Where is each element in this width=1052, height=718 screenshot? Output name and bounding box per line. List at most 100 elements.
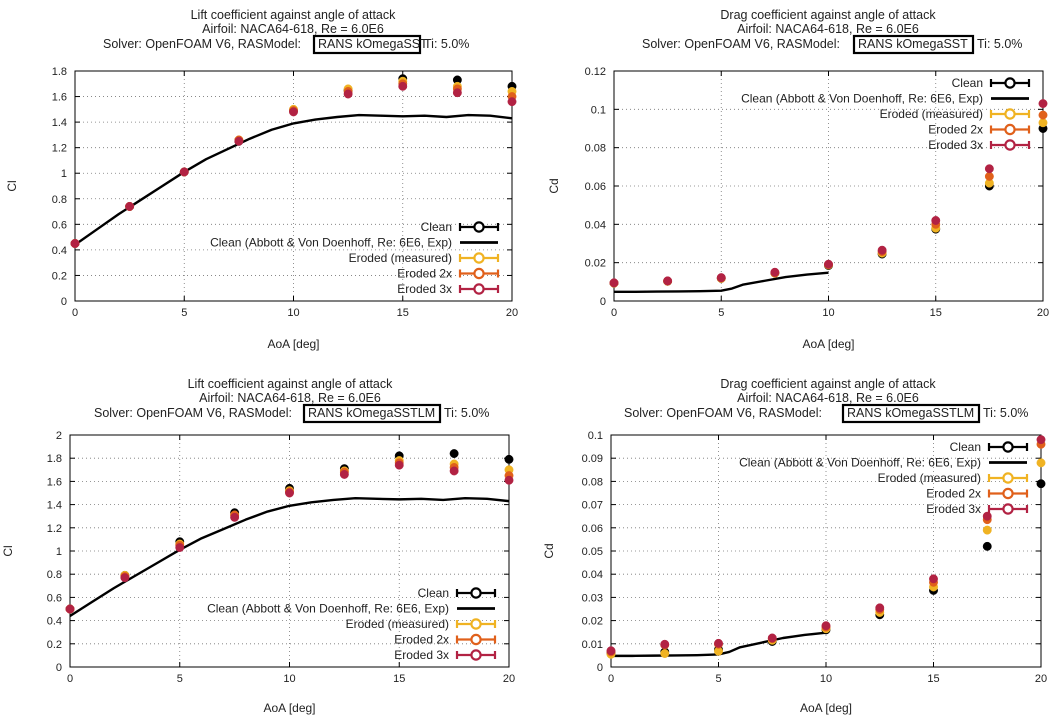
data-point <box>984 164 994 174</box>
x-tick-label: 15 <box>927 673 939 685</box>
legend-marker <box>470 587 482 599</box>
legend-entry-eroded-3x: Eroded 3x <box>926 502 1029 516</box>
series-line <box>74 113 513 246</box>
data-point <box>931 216 941 225</box>
data-point <box>1036 479 1046 489</box>
model-highlight-box <box>841 403 981 424</box>
y-tick-label: 0 <box>56 662 62 674</box>
x-tick-label: 20 <box>506 307 518 319</box>
legend-marker <box>1004 108 1016 120</box>
solver-model: RANS kOmegaSSTLM <box>847 406 974 420</box>
series-eroded-3x <box>65 460 514 614</box>
x-tick-label: 10 <box>287 307 299 319</box>
legend-label: Clean <box>418 586 449 600</box>
legend-entry-eroded-measured: Eroded (measured) <box>878 471 1029 485</box>
legend-entry-clean: Clean <box>950 440 1029 454</box>
legend-marker <box>470 633 482 646</box>
legend-label: Eroded 3x <box>928 138 983 152</box>
series-clean-abbott-von-doenhoff-re-6e6-exp <box>74 113 513 246</box>
x-axis-label: AoA [deg] <box>800 701 852 715</box>
legend-label: Clean (Abbott & Von Doenhoff, Re: 6E6, E… <box>739 456 981 470</box>
data-point <box>982 525 992 535</box>
series-clean-abbott-von-doenhoff-re-6e6-exp <box>614 271 829 293</box>
legend-entry-eroded-2x: Eroded 2x <box>394 633 497 647</box>
solver-prefix: Solver: OpenFOAM V6, RASModel: <box>642 37 840 51</box>
legend-label: Eroded (measured) <box>346 617 449 631</box>
chart-panel-drag-komegasst: Drag coefficient against angle of attack… <box>547 8 1049 351</box>
y-tick-label: 0.8 <box>47 569 62 581</box>
data-point <box>504 475 514 485</box>
legend-label: Eroded (measured) <box>880 107 983 121</box>
legend: Clean Clean (Abbott & Von Doenhoff, Re: 6… <box>207 586 497 662</box>
series-clean-abbott-von-doenhoff-re-6e6-exp <box>69 497 510 617</box>
chart-title: Drag coefficient against angle of attack <box>720 8 936 22</box>
y-tick-label: 1.4 <box>47 500 62 512</box>
data-point <box>606 646 616 656</box>
series-eroded-3x <box>70 81 517 248</box>
legend-label: Clean (Abbott & Von Doenhoff, Re: 6E6, E… <box>210 236 452 250</box>
data-point <box>609 278 619 288</box>
y-tick-label: 0.05 <box>582 546 603 558</box>
legend-label: Clean <box>952 76 983 90</box>
data-point <box>449 449 459 459</box>
data-point <box>982 541 992 551</box>
data-point <box>1036 458 1046 468</box>
x-tick-label: 5 <box>715 673 721 685</box>
plot-area: 0 5 10 15 20 0 0.01 0.02 0.03 0.04 0.05 0.06 0.07 0.0… <box>582 430 1048 685</box>
data-point <box>875 603 885 613</box>
legend-marker <box>1002 487 1014 500</box>
legend-label: Eroded 2x <box>926 487 981 501</box>
y-tick-label: 1.6 <box>52 92 67 104</box>
y-tick-label: 0.08 <box>585 143 606 155</box>
chart-title: Lift coefficient against angle of attack <box>191 8 397 22</box>
chart-title: Lift coefficient against angle of attack <box>188 377 394 391</box>
legend-entry-eroded-3x: Eroded 3x <box>394 648 497 662</box>
y-tick-label: 1.6 <box>47 476 62 488</box>
y-tick-label: 1.8 <box>52 66 67 78</box>
legend-marker <box>1004 77 1016 89</box>
legend-label: Eroded 3x <box>397 282 452 296</box>
legend-entry-eroded-2x: Eroded 2x <box>397 267 500 281</box>
y-tick-label: 0.4 <box>52 245 67 257</box>
legend-label: Clean (Abbott & Von Doenhoff, Re: 6E6, E… <box>741 92 983 106</box>
y-tick-label: 1.2 <box>47 523 62 535</box>
legend-marker <box>470 649 482 661</box>
y-axis-label: Cd <box>542 543 556 558</box>
plot-area: 0 5 10 15 2000.20.40.60.811.21.41.61.8CleanC… <box>52 66 518 319</box>
x-axis-label: AoA [deg] <box>802 337 854 351</box>
plot-area: 0 5 10 15 2000.020.040.060.080.10.12CleanCle… <box>585 66 1050 319</box>
legend-marker <box>1002 441 1014 453</box>
data-point <box>230 512 240 522</box>
y-tick-label: 0 <box>61 296 67 308</box>
y-tick-label: 0.06 <box>585 181 606 193</box>
grid <box>75 71 512 301</box>
legend-entry-clean-abbott-von-doenhoff-re-6e6-exp: Clean (Abbott & Von Doenhoff, Re: 6E6, E… <box>207 602 495 616</box>
x-tick-label: 10 <box>822 307 834 319</box>
legend: Clean Clean (Abbott & Von Doenhoff, Re: 6… <box>741 76 1031 152</box>
y-tick-label: 0 <box>600 296 606 308</box>
solver-prefix: Solver: OpenFOAM V6, RASModel: <box>624 406 822 420</box>
y-tick-label: 0.08 <box>582 476 603 488</box>
legend-entry-clean: Clean <box>418 586 497 600</box>
legend-marker <box>473 283 485 295</box>
legend-label: Clean <box>950 440 981 454</box>
legend-label: Eroded (measured) <box>349 251 452 265</box>
y-tick-label: 0.04 <box>582 569 603 581</box>
series-line <box>611 631 827 658</box>
data-point <box>507 97 517 107</box>
data-point <box>65 604 75 614</box>
solver-suffix: Ti: 5.0% <box>444 406 489 420</box>
chart-panel-drag-komegasstlm: Drag coefficient against angle of attack… <box>542 377 1047 715</box>
data-point <box>125 201 135 211</box>
series-eroded-3x <box>609 99 1048 288</box>
legend-entry-clean-abbott-von-doenhoff-re-6e6-exp: Clean (Abbott & Von Doenhoff, Re: 6E6, E… <box>210 236 498 250</box>
legend-entry-clean: Clean <box>952 76 1031 90</box>
legend-entry-eroded-2x: Eroded 2x <box>926 487 1029 501</box>
solver-model: RANS kOmegaSST <box>858 37 968 51</box>
y-tick-label: 1.2 <box>52 143 67 155</box>
x-tick-label: 0 <box>608 673 614 685</box>
data-point <box>1038 118 1048 128</box>
x-tick-label: 5 <box>181 307 187 319</box>
legend-entry-eroded-2x: Eroded 2x <box>928 123 1031 137</box>
